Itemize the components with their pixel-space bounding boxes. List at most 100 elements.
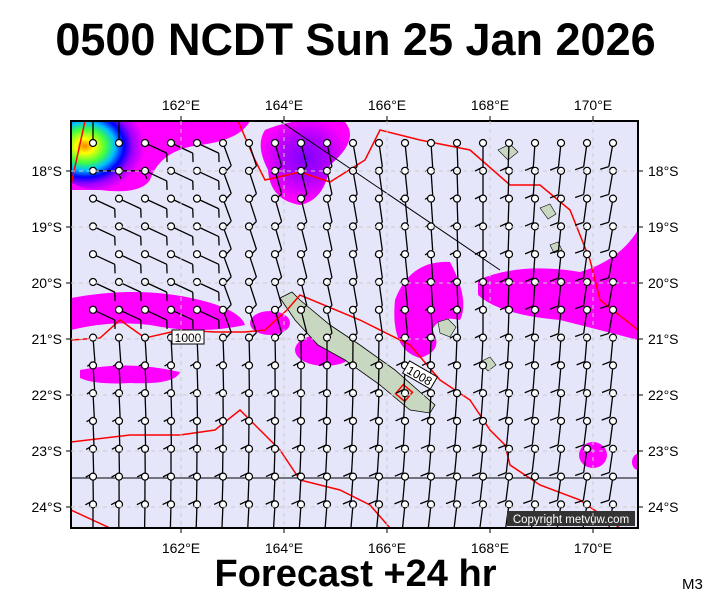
lon-tick-label: 162°E [162, 97, 200, 113]
wind-barb [426, 500, 436, 528]
wind-barb [88, 222, 116, 246]
wind-barb [291, 472, 306, 505]
wind-barb [419, 472, 436, 505]
wind-barb [368, 472, 384, 505]
wind-barb [348, 500, 358, 528]
wind-barb [394, 416, 410, 450]
wind-barb [88, 250, 116, 274]
wind-barb [192, 194, 220, 218]
wind-barb [471, 472, 488, 505]
wind-barb [317, 416, 332, 450]
wind-barb [265, 444, 280, 478]
wind-barb [574, 305, 592, 338]
wind-barb [322, 277, 333, 312]
wind-barb [574, 472, 592, 504]
lat-tick-label: 20°S [31, 275, 62, 291]
wind-barb [322, 305, 333, 340]
svg-text:1000: 1000 [175, 331, 202, 345]
lon-tick-label: 170°E [574, 97, 612, 113]
wind-barb [574, 277, 592, 310]
wind-barb [600, 250, 618, 282]
lon-tick-label: 170°E [574, 540, 612, 556]
wind-barb [88, 500, 98, 528]
lon-tick-label: 164°E [265, 97, 303, 113]
wind-barb [499, 194, 514, 227]
wind-barb [192, 277, 220, 302]
wind-barb [574, 222, 592, 254]
wind-barb [88, 277, 116, 302]
wind-barb [394, 472, 410, 505]
wind-barb [499, 138, 514, 172]
wind-barb [266, 416, 280, 450]
wind-barb [192, 166, 220, 190]
lat-tick-label: 24°S [31, 499, 62, 515]
lat-tick-label: 22°S [648, 387, 679, 403]
wind-barb [114, 222, 142, 246]
wind-barb [114, 305, 142, 329]
forecast-label: Forecast +24 hr [214, 553, 497, 595]
wind-barb [322, 194, 333, 229]
wind-barb [348, 166, 358, 201]
lon-tick-label: 166°E [368, 97, 406, 113]
wind-barb [499, 333, 514, 366]
wind-barb [140, 194, 168, 218]
wind-barb [472, 416, 488, 449]
wind-barb [296, 500, 306, 528]
wind-barb [549, 444, 566, 477]
wind-barb [239, 472, 254, 505]
wind-barb [166, 222, 194, 246]
wind-barb [85, 416, 98, 450]
lon-tick-label: 168°E [471, 540, 509, 556]
wind-barb [374, 194, 384, 229]
wind-barb [549, 222, 566, 255]
lat-tick-label: 21°S [648, 331, 679, 347]
wind-barb [499, 250, 514, 283]
wind-barb [524, 250, 540, 283]
wind-barb [114, 500, 124, 528]
wind-barb [600, 305, 618, 337]
wind-barb [114, 121, 124, 148]
wind-barb [399, 194, 410, 228]
wind-barb [446, 416, 462, 449]
lat-tick-label: 18°S [31, 163, 62, 179]
wind-barb [136, 472, 150, 506]
wind-barb [550, 361, 566, 394]
wind-barb [424, 222, 436, 256]
lat-tick-label: 19°S [31, 219, 62, 235]
wind-barb [548, 472, 566, 504]
wind-barb [421, 389, 436, 422]
wind-barb [601, 361, 618, 394]
wind-barb [140, 277, 168, 302]
wind-barb [478, 500, 488, 528]
wind-barb [575, 389, 592, 421]
wind-barb [292, 333, 306, 367]
wind-barb [400, 500, 410, 528]
wind-barb [215, 361, 228, 395]
wind-barb [374, 222, 384, 256]
wind-barb [114, 277, 142, 302]
wind-barb [523, 444, 540, 477]
wind-barb [600, 194, 618, 226]
wind-barb [498, 389, 514, 422]
lat-tick-label: 24°S [648, 499, 679, 515]
wind-barb [498, 361, 514, 394]
map-frame [70, 120, 639, 529]
wind-barb [549, 277, 566, 310]
wind-barb [244, 138, 258, 173]
wind-barb [166, 305, 194, 329]
wind-barb [244, 222, 258, 257]
wind-barb [576, 361, 592, 394]
wind-barb [447, 361, 462, 394]
wind-barb [266, 389, 280, 422]
wind-barb [497, 472, 514, 505]
wind-barb [523, 416, 540, 449]
lat-tick-label: 18°S [648, 163, 679, 179]
wind-barb [88, 194, 116, 218]
lat-tick-label: 22°S [31, 387, 62, 403]
wind-barb [342, 472, 358, 505]
wind-barb [600, 222, 618, 254]
wind-barb [600, 277, 618, 309]
wind-barb [524, 277, 540, 311]
wind-barb [244, 277, 258, 312]
